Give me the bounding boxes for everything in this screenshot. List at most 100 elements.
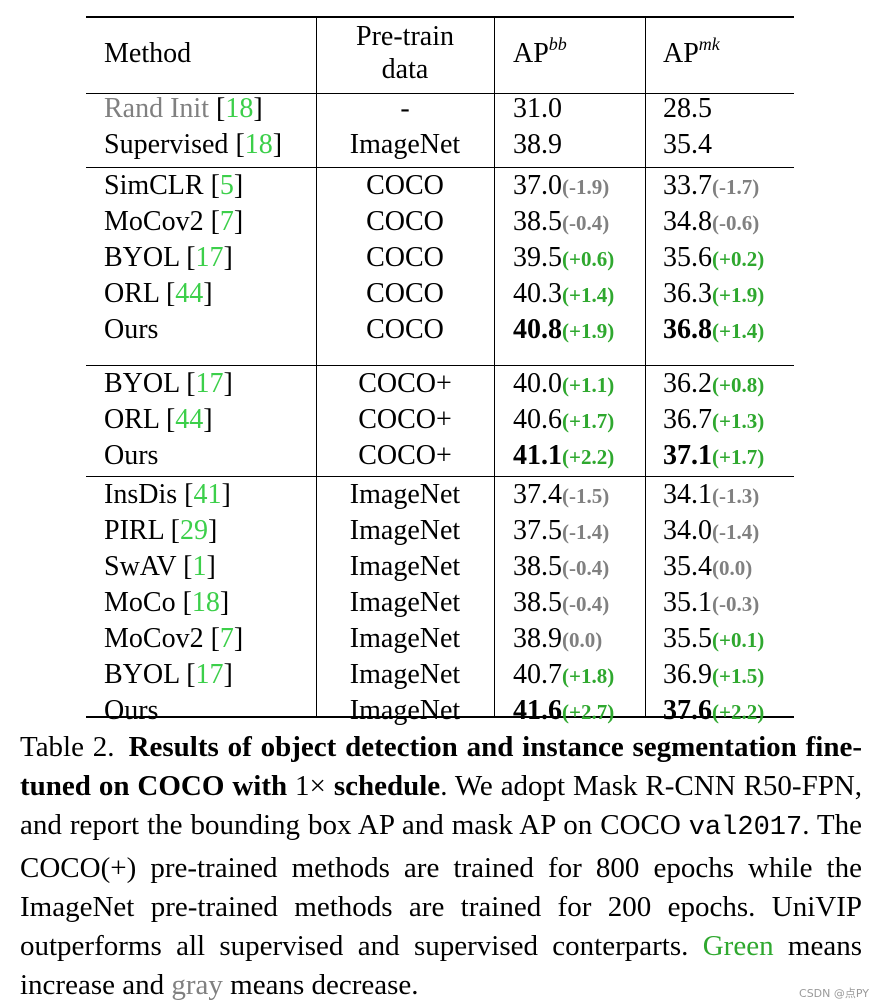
ap-bb-cell: 41.6(+2.7) xyxy=(513,693,614,730)
table-row: MoCov2 [7] ImageNet 38.9(0.0) 35.5(+0.1) xyxy=(86,621,794,657)
pretrain-data-cell: ImageNet xyxy=(349,623,461,654)
ap-delta: (0.0) xyxy=(562,628,603,652)
ap-value: 41.1 xyxy=(513,440,562,471)
ap-delta: (+0.2) xyxy=(712,247,765,271)
citation-link[interactable]: 7 xyxy=(219,206,234,237)
column-divider-2 xyxy=(494,18,495,717)
ap-delta: (+1.5) xyxy=(712,664,765,688)
ap-bb-cell: 38.5(-0.4) xyxy=(513,549,609,586)
ap-mk-cell: 35.6(+0.2) xyxy=(663,240,764,277)
pretrain-data-cell: COCO xyxy=(366,170,444,201)
table-row: Supervised [18] ImageNet 38.9 35.4 xyxy=(86,127,794,163)
citation-link[interactable]: 1 xyxy=(192,551,207,582)
ap-delta: (-1.4) xyxy=(712,520,760,544)
pretrain-data-cell: COCO+ xyxy=(358,440,452,471)
ap-delta: (-1.7) xyxy=(712,175,760,199)
method-name: ORL xyxy=(104,278,159,309)
column-divider-1 xyxy=(316,18,317,717)
ap-delta: (+0.1) xyxy=(712,628,765,652)
method-name: Supervised xyxy=(104,129,229,160)
ap-delta: (+1.8) xyxy=(562,664,615,688)
ap-delta: (+1.4) xyxy=(712,319,765,343)
ap-mk-cell: 35.4(0.0) xyxy=(663,549,752,586)
table-row: ORL [44] COCO+ 40.6(+1.7) 36.7(+1.3) xyxy=(86,402,794,438)
method-name: Ours xyxy=(104,440,159,471)
citation-link[interactable]: 17 xyxy=(195,368,224,399)
citation-link[interactable]: 44 xyxy=(175,404,204,435)
ap-bb-cell: 40.7(+1.8) xyxy=(513,657,614,694)
citation-link[interactable]: 5 xyxy=(219,170,234,201)
citation-link[interactable]: 41 xyxy=(193,479,222,510)
method-name: BYOL xyxy=(104,659,180,690)
watermark: CSDN @点PY xyxy=(799,987,869,1000)
table-row: BYOL [17] COCO 39.5(+0.6) 35.6(+0.2) xyxy=(86,240,794,276)
pretrain-data-cell: ImageNet xyxy=(349,129,461,160)
ap-value: 28.5 xyxy=(663,93,712,124)
ap-delta: (+1.7) xyxy=(562,409,615,433)
citation-link[interactable]: 17 xyxy=(195,242,224,273)
caption-gray-word: gray xyxy=(171,969,223,1002)
ap-delta: (+1.9) xyxy=(712,283,765,307)
method-name: BYOL xyxy=(104,368,180,399)
ap-value: 38.5 xyxy=(513,206,562,237)
table-row: BYOL [17] COCO+ 40.0(+1.1) 36.2(+0.8) xyxy=(86,366,794,402)
table-row: PIRL [29] ImageNet 37.5(-1.4) 34.0(-1.4) xyxy=(86,513,794,549)
method-cell: ORL [44] xyxy=(104,278,213,309)
pretrain-data-cell: COCO+ xyxy=(358,404,452,435)
method-name: SwAV xyxy=(104,551,177,582)
group-rule-3 xyxy=(86,476,794,477)
pretrain-data-cell: ImageNet xyxy=(349,515,461,546)
ap-delta: (+1.3) xyxy=(712,409,765,433)
ap-value: 38.5 xyxy=(513,587,562,618)
header-ap-bb: APbb xyxy=(513,34,567,69)
ap-value: 34.0 xyxy=(663,515,712,546)
citation-link[interactable]: 18 xyxy=(191,587,220,618)
method-name: Rand Init xyxy=(104,93,209,124)
ap-mk-cell: 37.1(+1.7) xyxy=(663,438,764,475)
ap-bb-cell: 37.4(-1.5) xyxy=(513,477,609,514)
ap-delta: (+1.9) xyxy=(562,319,615,343)
ap-value: 37.1 xyxy=(663,440,712,471)
table-row: Ours COCO 40.8(+1.9) 36.8(+1.4) xyxy=(86,312,794,348)
method-cell: ORL [44] xyxy=(104,404,213,435)
ap-value: 35.6 xyxy=(663,242,712,273)
caption-mono: val2017 xyxy=(688,813,803,844)
method-name: Ours xyxy=(104,695,159,726)
pretrain-data-cell: ImageNet xyxy=(349,587,461,618)
bottom-rule xyxy=(86,716,794,718)
ap-value: 36.9 xyxy=(663,659,712,690)
method-name: SimCLR xyxy=(104,170,204,201)
table-row: ORL [44] COCO 40.3(+1.4) 36.3(+1.9) xyxy=(86,276,794,312)
method-cell: Ours xyxy=(104,438,158,474)
citation-link[interactable]: 7 xyxy=(219,623,234,654)
citation-link[interactable]: 18 xyxy=(244,129,273,160)
ap-mk-cell: 36.9(+1.5) xyxy=(663,657,764,694)
header-rule xyxy=(86,93,794,94)
ap-bb-cell: 38.9 xyxy=(513,127,562,163)
citation-link[interactable]: 17 xyxy=(195,659,224,690)
table-row: BYOL [17] ImageNet 40.7(+1.8) 36.9(+1.5) xyxy=(86,657,794,693)
group-rule-2 xyxy=(86,365,794,366)
ap-delta: (-0.4) xyxy=(562,592,610,616)
ap-delta: (+1.7) xyxy=(712,445,765,469)
citation-link[interactable]: 18 xyxy=(225,93,254,124)
ap-value: 36.8 xyxy=(663,314,712,345)
ap-bb-cell: 40.0(+1.1) xyxy=(513,366,614,403)
ap-delta: (-1.9) xyxy=(562,175,610,199)
table-row: Rand Init [18] - 31.0 28.5 xyxy=(86,91,794,127)
ap-value: 40.8 xyxy=(513,314,562,345)
method-cell: PIRL [29] xyxy=(104,515,218,546)
ap-mk-cell: 35.1(-0.3) xyxy=(663,585,759,622)
citation-link[interactable]: 29 xyxy=(179,515,208,546)
method-cell: InsDis [41] xyxy=(104,479,231,510)
ap-bb-cell: 37.0(-1.9) xyxy=(513,168,609,205)
column-divider-3 xyxy=(645,18,646,717)
citation-link[interactable]: 44 xyxy=(175,278,204,309)
ap-mk-cell: 34.8(-0.6) xyxy=(663,204,759,241)
ap-value: 36.2 xyxy=(663,368,712,399)
ap-value: 38.9 xyxy=(513,623,562,654)
ap-mk-cell: 35.5(+0.1) xyxy=(663,621,764,658)
table-row: MoCo [18] ImageNet 38.5(-0.4) 35.1(-0.3) xyxy=(86,585,794,621)
ap-value: 37.6 xyxy=(663,695,712,726)
method-name: InsDis xyxy=(104,479,178,510)
